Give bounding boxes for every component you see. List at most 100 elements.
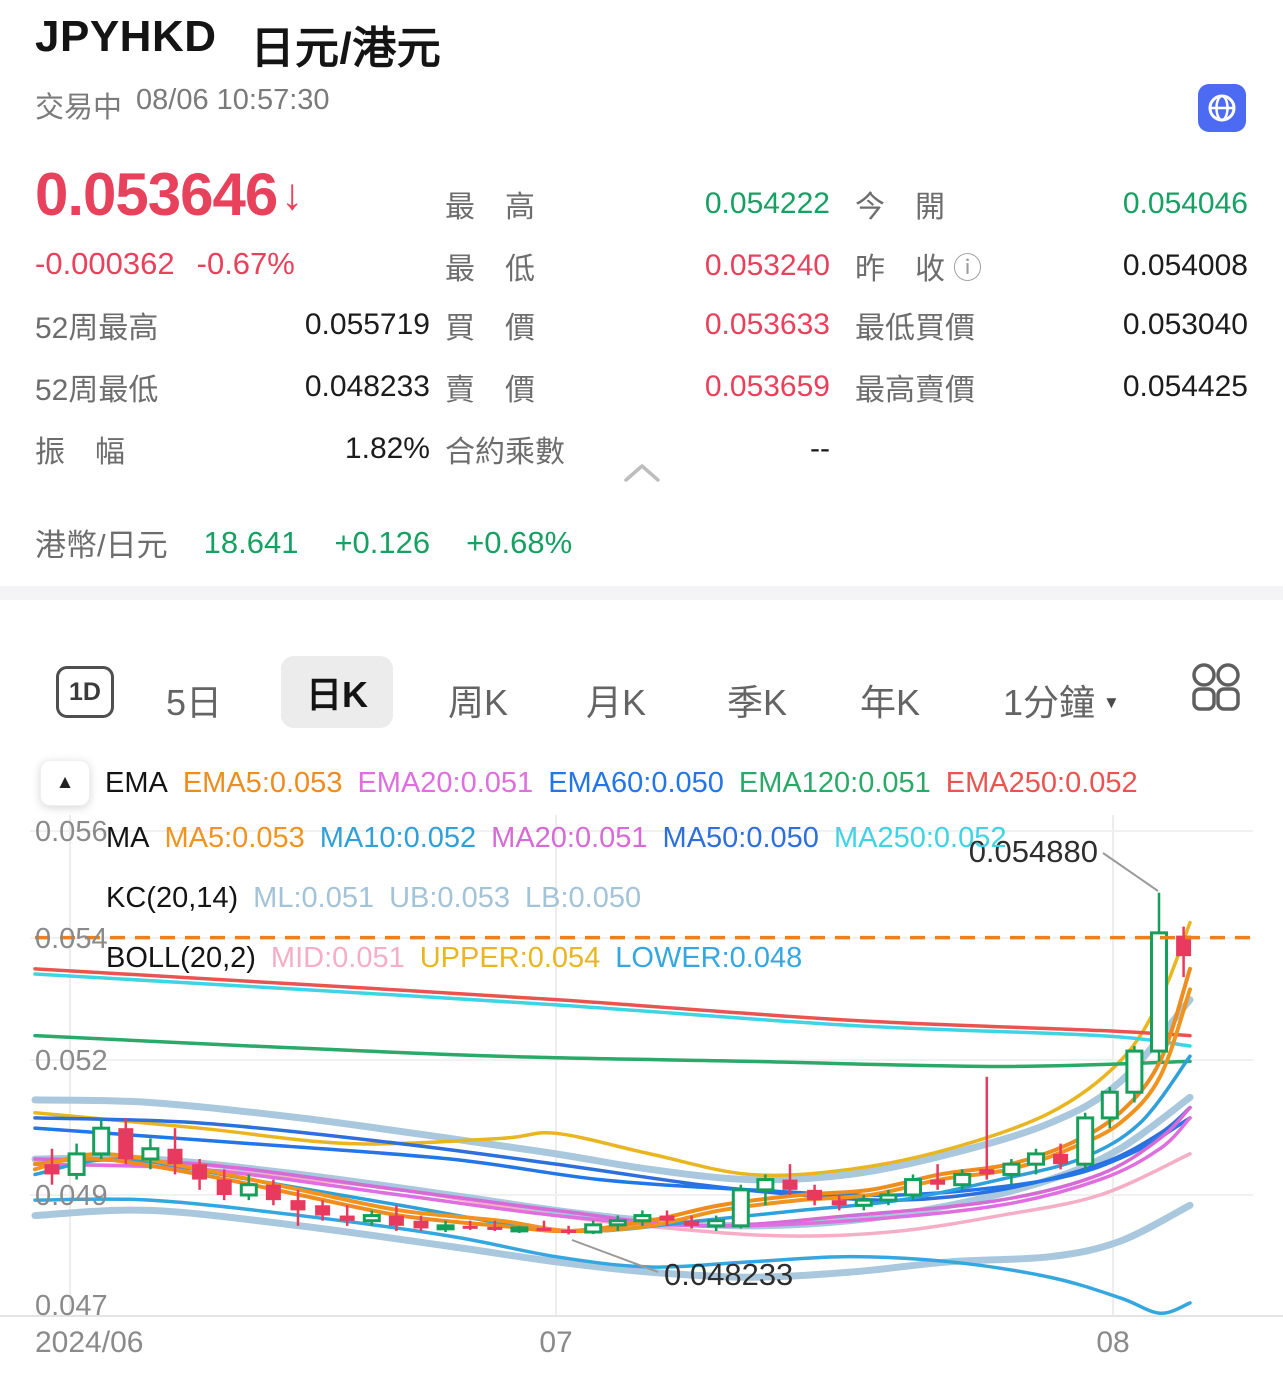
tab-quarterly-k[interactable]: 季K [727,682,788,723]
stat-label: 振 幅 [35,436,125,469]
inverse-pair-change-percent: +0.68% [466,524,573,560]
stat-ask: 賣 價 0.053659 [445,369,830,407]
legend-item: EMA60:0.050 [548,766,724,799]
tab-daily-k-selected[interactable]: 日K [281,656,393,728]
svg-text:0.047: 0.047 [35,1290,108,1322]
tab-1d-intraday[interactable]: 1D [56,666,114,718]
stat-value: 0.053633 [704,308,830,341]
stat-amplitude: 振 幅 1.82% [35,431,430,469]
legend-item: UB:0.053 [389,882,511,914]
stat-value: 0.048233 [304,370,430,403]
stat-label: 賣 價 [445,374,535,407]
chevron-up-icon [624,464,660,482]
legend-item: MID:0.051 [270,942,405,974]
symbol-code: JPYHKD [35,12,217,61]
collapse-indicators-button[interactable]: ▲ [40,760,90,806]
inverse-pair-row[interactable]: 港幣/日元 18.641 +0.126 +0.68% [35,520,572,565]
stat-highest-ask: 最高賣價 0.054425 [855,369,1248,407]
legend-item: LOWER:0.048 [615,942,803,974]
page-title: JPYHKD 日元/港元 [35,12,441,76]
symbol-name: 日元/港元 [250,24,442,73]
section-divider [0,586,1283,600]
stat-value: 0.053659 [704,370,830,403]
trading-status: 交易中 08/06 10:57:30 [35,84,330,126]
stat-label: 最 低 [445,253,535,286]
legend-item: EMA120:0.051 [738,766,931,799]
chart-layout-grid-button[interactable] [1190,662,1242,719]
svg-text:0.049: 0.049 [35,1180,108,1212]
indicator-row-ma: MA MA5:0.053 MA10:0.052 MA20:0.051 MA50:0.0… [106,822,1006,855]
stat-open: 今 開 0.054046 [855,186,1248,224]
1d-icon: 1D [69,677,101,706]
tab-monthly-k[interactable]: 月K [586,682,647,723]
stat-label: 昨 收 [855,253,945,286]
indicator-row-ema: ▲ EMA EMA5:0.053 EMA20:0.051 EMA60:0.050 EM… [40,760,1138,806]
tab-yearly-k[interactable]: 年K [860,682,921,723]
down-arrow-icon: ↓ [281,169,304,219]
stat-label: 52周最低 [35,374,159,407]
globe-button[interactable] [1198,84,1246,132]
stat-value: 1.82% [344,432,430,465]
svg-text:0.048233: 0.048233 [664,1257,793,1292]
legend-item: LB:0.050 [525,882,642,914]
legend-item: MA50:0.050 [662,822,819,854]
last-price: 0.053646 ↓ [35,160,303,229]
legend-item: EMA250:0.052 [945,766,1138,799]
status-datetime: 08/06 10:57:30 [136,84,330,116]
stat-value: 0.054425 [1122,370,1248,403]
stat-value: 0.054046 [1122,187,1248,220]
stat-value: 0.054222 [704,187,830,220]
triangle-up-icon: ▲ [55,772,75,793]
svg-text:0.056: 0.056 [35,816,108,848]
stat-low: 最 低 0.053240 [445,248,830,286]
globe-icon [1208,94,1236,122]
stat-contract-multiplier: 合約乘數 -- [445,431,830,469]
stat-value: 0.053040 [1122,308,1248,341]
stat-52w-low: 52周最低 0.048233 [35,369,430,407]
tab-minute-dropdown[interactable]: 1分鐘 ▼ [1003,674,1120,726]
indicator-name: MA [106,822,150,854]
indicator-name: BOLL(20,2) [106,942,256,974]
tab-weekly-k[interactable]: 周K [448,682,509,723]
stat-lowest-bid: 最低買價 0.053040 [855,307,1248,345]
price-change: -0.000362 -0.67% [35,246,295,282]
legend-item: UPPER:0.054 [419,942,601,974]
legend-item: MA250:0.052 [833,822,1007,854]
stat-value: 0.055719 [304,308,430,341]
indicator-row-kc: KC(20,14) ML:0.051 UB:0.053 LB:0.050 [106,882,641,915]
stat-bid: 買 價 0.053633 [445,307,830,345]
legend-item: EMA20:0.051 [357,766,534,799]
inverse-pair-change: +0.126 [334,524,431,560]
chevron-down-icon: ▼ [1103,693,1120,712]
legend-item: MA5:0.053 [164,822,305,854]
indicator-name: EMA [105,766,168,799]
legend-item: EMA5:0.053 [182,766,343,799]
inverse-pair-label: 港幣/日元 [35,528,168,563]
stat-value: -- [810,432,830,465]
svg-text:07: 07 [539,1326,572,1359]
svg-text:08: 08 [1096,1326,1129,1359]
collapse-quote-button[interactable] [618,460,666,489]
stat-label: 52周最高 [35,312,159,345]
stat-label: 最高賣價 [855,374,975,407]
svg-text:0.052: 0.052 [35,1045,108,1077]
legend-item: ML:0.051 [253,882,375,914]
minute-label: 1分鐘 [1003,682,1096,723]
stat-value: 0.054008 [1122,249,1248,282]
stat-label: 今 開 [855,191,945,224]
stat-prev-close: 昨 收 ⓘ 0.054008 [855,248,1248,286]
svg-text:2024/06: 2024/06 [35,1326,143,1359]
info-icon[interactable]: ⓘ [953,253,983,285]
tab-5day[interactable]: 5日 [166,682,223,723]
svg-text:0.054: 0.054 [35,923,108,955]
stat-label: 合約乘數 [445,436,565,469]
legend-item: MA10:0.052 [319,822,477,854]
indicator-row-boll: BOLL(20,2) MID:0.051 UPPER:0.054 LOWER:0.0… [106,942,802,975]
inverse-pair-price: 18.641 [203,524,299,560]
stat-52w-high: 52周最高 0.055719 [35,307,430,345]
indicator-name: KC(20,14) [106,882,239,914]
legend-item: MA20:0.051 [491,822,648,854]
grid-icon [1192,663,1240,711]
stat-high: 最 高 0.054222 [445,186,830,224]
